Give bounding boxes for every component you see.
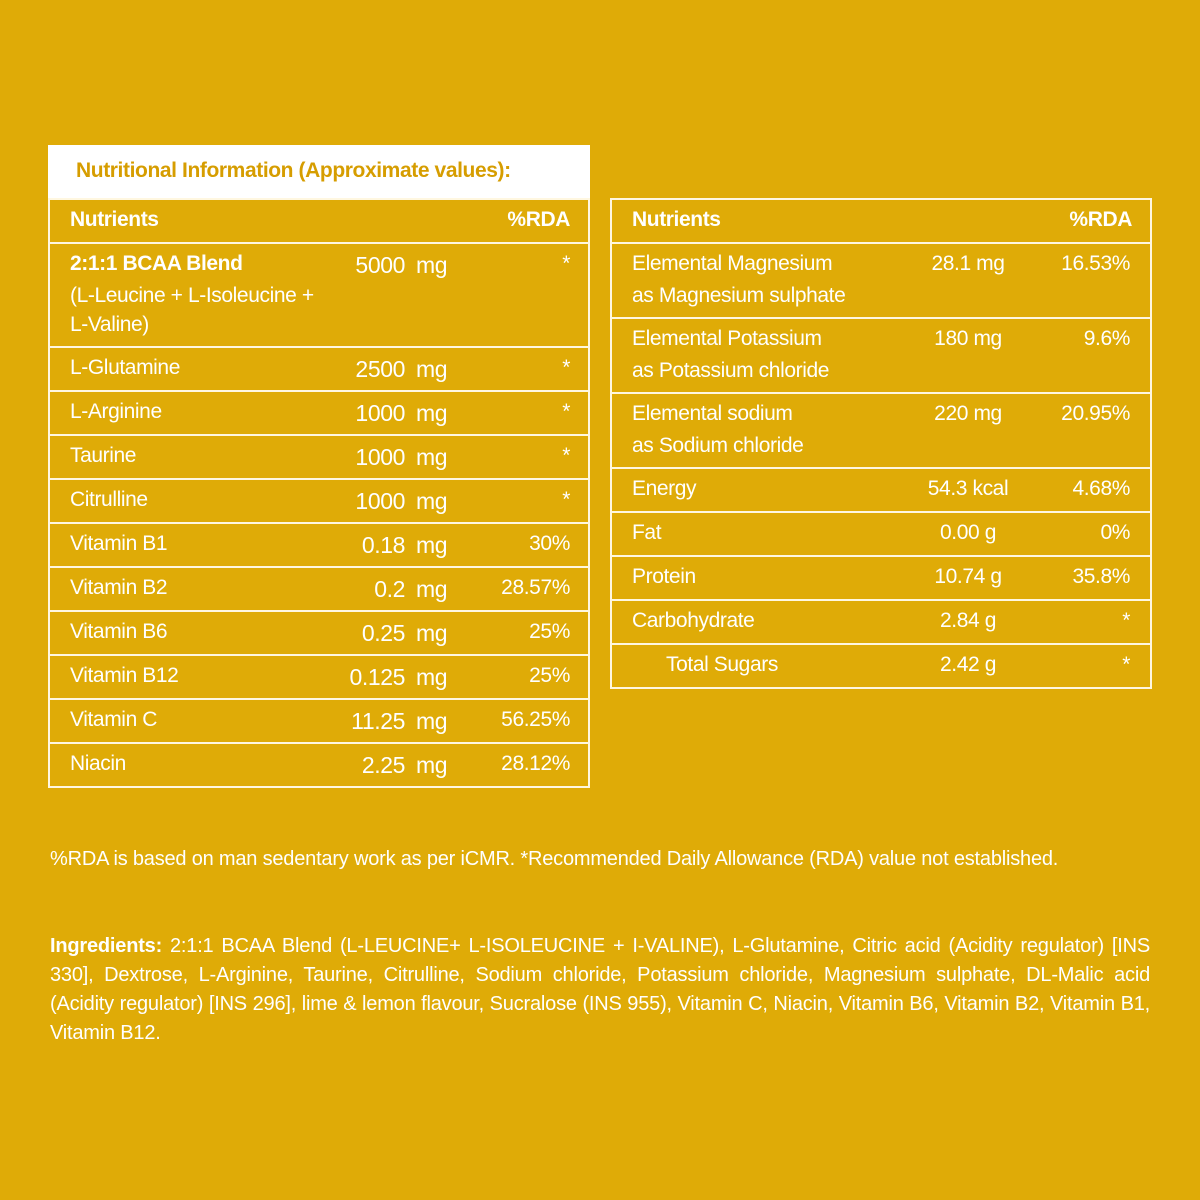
rda: * [562, 252, 570, 275]
nutrient-note: as Sodium chloride [632, 434, 804, 457]
nutrient-name: L-Glutamine [70, 356, 180, 379]
nutrient-name: Vitamin B6 [70, 620, 168, 643]
nutrient-name: Vitamin B12 [70, 664, 179, 687]
amount: 1000 [355, 400, 405, 426]
nutrient-name: Elemental Magnesium [632, 252, 833, 275]
header-text: %RDA [1069, 208, 1132, 231]
rda: 4.68% [1072, 477, 1130, 500]
unit: mg [416, 356, 448, 382]
amount: 10.74 g [934, 565, 1002, 588]
nutrient-name: Vitamin B1 [70, 532, 168, 555]
rda: * [1122, 609, 1130, 632]
ingredients-text: 2:1:1 BCAA Blend (L-LEUCINE+ L-ISOLEUCIN… [50, 935, 1151, 1044]
unit: mg [416, 752, 448, 778]
amount: 220 mg [934, 402, 1002, 425]
nutrient-name: L-Arginine [70, 400, 162, 423]
nutrient-note: as Potassium chloride [632, 359, 830, 382]
amount: 1000 [355, 488, 405, 514]
rda: 20.95% [1061, 402, 1130, 425]
ingredients: Ingredients: 2:1:1 BCAA Blend (L-LEUCINE… [50, 932, 1150, 1048]
header-text: Nutrients [70, 208, 159, 231]
nutrient-name: Vitamin B2 [70, 576, 168, 599]
amount: 180 mg [934, 327, 1002, 350]
nutrient-name: Fat [632, 521, 662, 544]
unit: mg [416, 620, 448, 646]
amount: 2.84 g [940, 609, 996, 632]
nutrient-name: Vitamin C [70, 708, 158, 731]
amount: 0.18 [361, 532, 406, 558]
amount: 11.25 [351, 708, 405, 734]
amount: 0.125 [349, 664, 405, 690]
footnote: %RDA is based on man sedentary work as p… [50, 848, 1059, 870]
rda: 0% [1100, 521, 1130, 544]
nutrient-name: Citrulline [70, 488, 148, 511]
nutrient-name: 2:1:1 BCAA Blend [70, 252, 243, 275]
rda: * [1122, 653, 1130, 676]
amount: 2.25 [361, 752, 406, 778]
nutrient-name: Niacin [70, 752, 126, 775]
amount: 1000 [355, 444, 405, 470]
amount: 28.1 mg [931, 252, 1005, 275]
header-text: %RDA [507, 208, 570, 231]
rda: 28.12% [501, 752, 570, 775]
amount: 2.42 g [940, 653, 996, 676]
nutrient-name: Protein [632, 565, 696, 588]
nutrient-name: Carbohydrate [632, 609, 755, 632]
nutrient-name: Elemental Potassium [632, 327, 822, 350]
unit: mg [416, 400, 448, 426]
row-cell [610, 511, 1152, 557]
rda: 56.25% [501, 708, 570, 731]
rda: 16.53% [1061, 252, 1130, 275]
unit: mg [416, 532, 448, 558]
amount: 2500 [355, 356, 405, 382]
amount: 0.00 g [940, 521, 996, 544]
nutrient-name: Total Sugars [666, 653, 778, 676]
table-title: Nutritional Information (Approximate val… [48, 145, 590, 199]
unit: mg [416, 708, 448, 734]
rda: 30% [529, 532, 570, 555]
nutrient-note: (L-Leucine + L-Isoleucine + L-Valine) [70, 284, 314, 336]
rda: 35.8% [1072, 565, 1130, 588]
row-cell [610, 643, 1152, 689]
ingredients-label: Ingredients: [50, 935, 163, 957]
nutrient-name: Energy [632, 477, 697, 500]
unit: mg [416, 488, 448, 514]
rda: 28.57% [501, 576, 570, 599]
unit: mg [416, 252, 448, 278]
unit: mg [416, 444, 448, 470]
rda: * [562, 444, 570, 467]
amount: 54.3 kcal [927, 477, 1009, 500]
rda: * [562, 400, 570, 423]
amount: 0.2 [374, 576, 405, 602]
rda: * [562, 356, 570, 379]
header-text: Nutrients [632, 208, 721, 231]
row-cell [48, 742, 590, 788]
nutrient-note: as Magnesium sulphate [632, 284, 846, 307]
rda: * [562, 488, 570, 511]
nutrient-name: Taurine [70, 444, 137, 467]
amount: 5000 [355, 252, 405, 278]
nutrient-name: Elemental sodium [632, 402, 793, 425]
unit: mg [416, 664, 448, 690]
amount: 0.25 [361, 620, 406, 646]
unit: mg [416, 576, 448, 602]
rda: 25% [529, 620, 570, 643]
rda: 25% [529, 664, 570, 687]
rda: 9.6% [1083, 327, 1131, 350]
